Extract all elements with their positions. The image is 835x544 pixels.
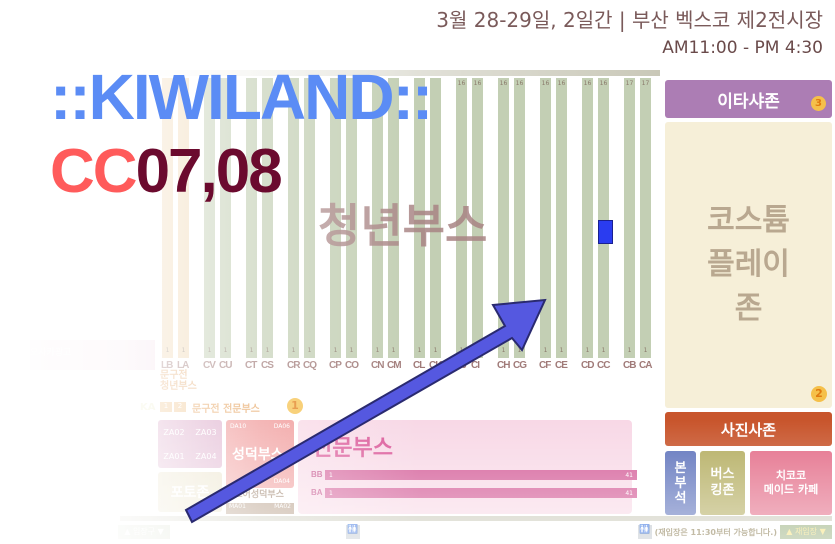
target-booth-marker[interactable] <box>598 220 613 244</box>
brand-title: ::KIWILAND:: <box>50 61 433 133</box>
pointer-arrow <box>184 298 547 524</box>
booth-prefix: CC <box>50 137 138 206</box>
booth-numbers: 07,08 <box>135 137 283 206</box>
event-date: 3월 28-29일, 2일간 | 부산 벡스코 제2전시장 <box>436 8 823 32</box>
booth-number: CC07,08 <box>50 137 283 206</box>
event-time: AM11:00 - PM 4:30 <box>662 38 823 58</box>
